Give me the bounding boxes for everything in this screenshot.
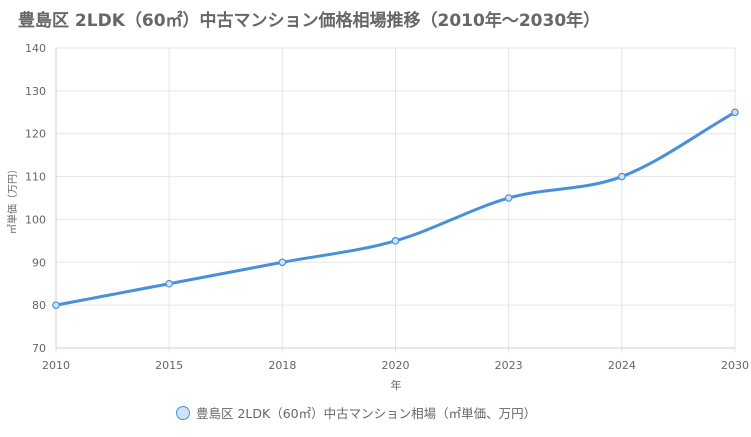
x-tick-label: 2023: [495, 359, 523, 372]
data-point[interactable]: [278, 258, 287, 267]
x-tick-label: 2024: [608, 359, 636, 372]
x-tick-label: 2015: [155, 359, 183, 372]
grid: [55, 47, 736, 353]
data-point[interactable]: [504, 194, 513, 202]
x-axis-title: 年: [391, 378, 402, 392]
series-layer: [52, 108, 739, 309]
y-tick-label: 80: [32, 299, 46, 312]
data-point[interactable]: [165, 279, 173, 288]
legend[interactable]: 豊島区 2LDK（60㎡）中古マンション相場（㎡単価、万円）: [176, 406, 537, 421]
data-point[interactable]: [391, 237, 400, 245]
x-tick-label: 2020: [382, 359, 410, 372]
data-point[interactable]: [618, 172, 626, 181]
y-axis-title: ㎡単価（万円）: [6, 164, 19, 234]
x-tick-label: 2018: [268, 359, 296, 372]
chart-title: 豊島区 2LDK（60㎡）中古マンション価格相場推移（2010年〜2030年）: [18, 10, 600, 31]
axes: 70 80 90 100 110 120 130 140 2010 2015 2018 2020 202…: [25, 42, 749, 372]
x-tick-label: 2010: [42, 359, 70, 372]
x-tick-label: 2030: [721, 359, 749, 372]
legend-label: 豊島区 2LDK（60㎡）中古マンション相場（㎡単価、万円）: [196, 406, 536, 421]
legend-marker: [176, 406, 190, 420]
y-tick-label: 130: [25, 85, 46, 98]
y-tick-label: 120: [25, 128, 46, 141]
y-tick-label: 140: [25, 42, 46, 55]
data-point[interactable]: [731, 108, 739, 117]
y-tick-label: 70: [32, 342, 46, 355]
y-tick-label: 90: [32, 256, 46, 269]
y-tick-label: 100: [25, 213, 46, 226]
y-tick-label: 110: [25, 171, 46, 184]
data-point[interactable]: [52, 301, 60, 309]
